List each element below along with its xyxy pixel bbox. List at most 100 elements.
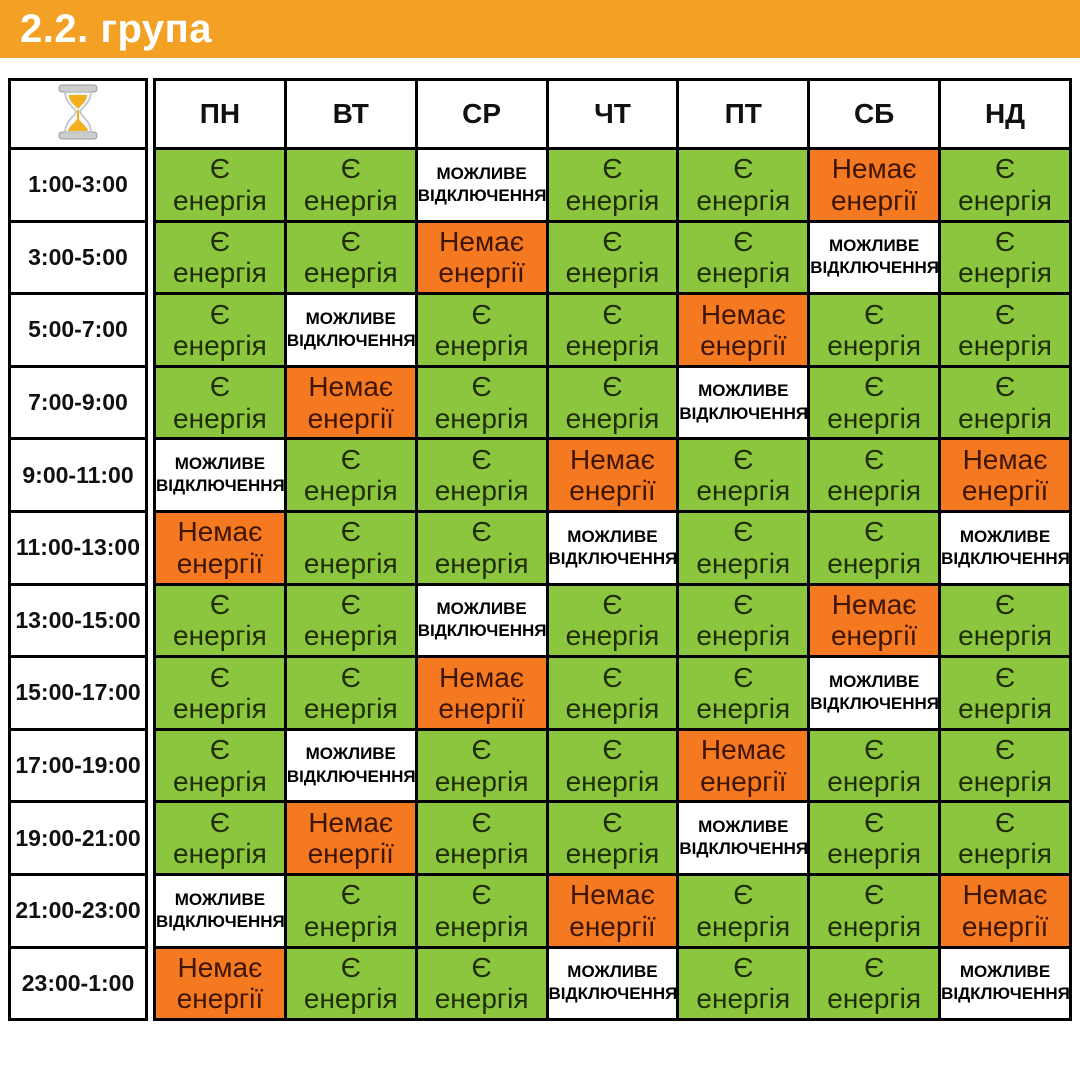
schedule-cell-on: Є енергія — [545, 727, 680, 804]
schedule-cell-on: Є енергія — [153, 727, 287, 804]
schedule-cell-maybe: МОЖЛИВЕ ВІДКЛЮЧЕННЯ — [153, 872, 287, 949]
schedule-cell-maybe: МОЖЛИВЕ ВІДКЛЮЧЕННЯ — [807, 655, 942, 731]
schedule-cell-on: Є енергія — [676, 147, 811, 223]
time-label: 17:00-19:00 — [8, 727, 148, 804]
day-header-mon: ПН — [153, 78, 287, 150]
schedule-cell-on: Є енергія — [545, 364, 680, 441]
time-label: 7:00-9:00 — [8, 364, 148, 441]
schedule-cell-on: Є енергія — [676, 509, 811, 586]
schedule-cell-on: Є енергія — [414, 292, 549, 368]
table-row: 17:00-19:00 Є енергія МОЖЛИВЕ ВІДКЛЮЧЕННЯ Є… — [8, 727, 1072, 804]
table-row: 9:00-11:00 МОЖЛИВЕ ВІДКЛЮЧЕННЯ Є енергія Є … — [8, 437, 1072, 513]
day-header-thu: ЧТ — [545, 78, 680, 150]
schedule-cell-on: Є енергія — [283, 582, 418, 659]
schedule-cell-on: Є енергія — [283, 437, 418, 513]
schedule-cell-on: Є енергія — [938, 655, 1072, 731]
schedule-cell-on: Є енергія — [153, 219, 287, 296]
schedule-cell-maybe: МОЖЛИВЕ ВІДКЛЮЧЕННЯ — [807, 219, 942, 296]
schedule-cell-on: Є енергія — [283, 872, 418, 949]
column-gap — [145, 656, 156, 730]
time-label: 23:00-1:00 — [8, 945, 148, 1022]
column-gap — [145, 584, 156, 657]
page-title: 2.2. група — [20, 6, 213, 51]
day-header-wed: СР — [414, 78, 549, 150]
schedule-cell-on: Є енергія — [676, 437, 811, 513]
table-row: 3:00-5:00 Є енергія Є енергія Немає енергії… — [8, 219, 1072, 296]
schedule-cell-on: Є енергія — [153, 364, 287, 441]
day-header-sat: СБ — [807, 78, 942, 150]
schedule-cell-on: Є енергія — [153, 292, 287, 368]
schedule-cell-on: Є енергія — [283, 219, 418, 296]
corner-cell — [8, 78, 148, 150]
schedule-cell-off: Немає енергії — [938, 872, 1072, 949]
schedule-cell-off: Немає енергії — [153, 509, 287, 586]
column-gap — [145, 366, 156, 439]
schedule-cell-on: Є енергія — [807, 437, 942, 513]
schedule-cell-on: Є енергія — [414, 945, 549, 1022]
schedule-cell-on: Є енергія — [153, 800, 287, 876]
time-label: 11:00-13:00 — [8, 509, 148, 586]
time-label: 21:00-23:00 — [8, 872, 148, 949]
hourglass-icon — [58, 84, 98, 139]
schedule-cell-on: Є енергія — [414, 437, 549, 513]
schedule-cell-on: Є енергія — [676, 655, 811, 731]
schedule-cell-on: Є енергія — [414, 364, 549, 441]
time-label: 13:00-15:00 — [8, 582, 148, 659]
schedule-cell-on: Є енергія — [938, 800, 1072, 876]
schedule-cell-on: Є енергія — [807, 872, 942, 949]
schedule-table: ПН ВТ СР ЧТ ПТ СБ НД 1:00-3:00 Є енергія Є… — [8, 78, 1072, 1022]
schedule-cell-on: Є енергія — [414, 872, 549, 949]
schedule-cell-maybe: МОЖЛИВЕ ВІДКЛЮЧЕННЯ — [414, 147, 549, 223]
schedule-cell-maybe: МОЖЛИВЕ ВІДКЛЮЧЕННЯ — [283, 292, 418, 368]
column-gap — [145, 79, 156, 149]
schedule-cell-on: Є енергія — [807, 509, 942, 586]
schedule-cell-on: Є енергія — [545, 655, 680, 731]
schedule-cell-off: Немає енергії — [938, 437, 1072, 513]
schedule-cell-off: Немає енергії — [153, 945, 287, 1022]
table-row: 19:00-21:00 Є енергія Немає енергії Є енерг… — [8, 800, 1072, 876]
schedule-cell-on: Є енергія — [938, 219, 1072, 296]
schedule-cell-on: Є енергія — [283, 655, 418, 731]
column-gap — [145, 874, 156, 948]
schedule-cell-on: Є енергія — [807, 364, 942, 441]
header-row: ПН ВТ СР ЧТ ПТ СБ НД — [8, 78, 1072, 150]
time-label: 19:00-21:00 — [8, 800, 148, 876]
table-row: 13:00-15:00 Є енергія Є енергія МОЖЛИВЕ ВІД… — [8, 582, 1072, 659]
schedule-cell-on: Є енергія — [676, 872, 811, 949]
schedule-cell-off: Немає енергії — [414, 219, 549, 296]
schedule-cell-on: Є енергія — [938, 582, 1072, 659]
column-gap — [145, 511, 156, 585]
schedule-cell-on: Є енергія — [545, 292, 680, 368]
day-header-tue: ВТ — [283, 78, 418, 150]
schedule-cell-on: Є енергія — [807, 727, 942, 804]
schedule-cell-on: Є енергія — [153, 147, 287, 223]
table-row: 5:00-7:00 Є енергія МОЖЛИВЕ ВІДКЛЮЧЕННЯ Є е… — [8, 292, 1072, 368]
schedule-cell-on: Є енергія — [283, 509, 418, 586]
time-label: 15:00-17:00 — [8, 655, 148, 731]
schedule-cell-on: Є енергія — [414, 509, 549, 586]
schedule-body: 1:00-3:00 Є енергія Є енергія МОЖЛИВЕ ВІДКЛ… — [8, 147, 1072, 1022]
schedule-cell-on: Є енергія — [676, 582, 811, 659]
schedule-cell-on: Є енергія — [153, 582, 287, 659]
schedule-cell-off: Немає енергії — [807, 147, 942, 223]
column-gap — [145, 947, 156, 1020]
schedule-cell-on: Є енергія — [414, 800, 549, 876]
schedule-cell-on: Є енергія — [807, 292, 942, 368]
schedule-cell-on: Є енергія — [938, 292, 1072, 368]
schedule-cell-on: Є енергія — [283, 945, 418, 1022]
schedule-cell-on: Є енергія — [676, 219, 811, 296]
schedule-cell-on: Є енергія — [414, 727, 549, 804]
table-row: 1:00-3:00 Є енергія Є енергія МОЖЛИВЕ ВІДКЛ… — [8, 147, 1072, 223]
schedule-cell-maybe: МОЖЛИВЕ ВІДКЛЮЧЕННЯ — [676, 364, 811, 441]
schedule-cell-on: Є енергія — [153, 655, 287, 731]
schedule-cell-on: Є енергія — [807, 945, 942, 1022]
schedule-cell-maybe: МОЖЛИВЕ ВІДКЛЮЧЕННЯ — [153, 437, 287, 513]
table-row: 7:00-9:00 Є енергія Немає енергії Є енергія… — [8, 364, 1072, 441]
schedule-cell-off: Немає енергії — [676, 727, 811, 804]
schedule-cell-off: Немає енергії — [283, 800, 418, 876]
column-gap — [145, 729, 156, 802]
table-row: 11:00-13:00 Немає енергії Є енергія Є енерг… — [8, 509, 1072, 586]
schedule-cell-maybe: МОЖЛИВЕ ВІДКЛЮЧЕННЯ — [545, 509, 680, 586]
schedule-cell-on: Є енергія — [938, 147, 1072, 223]
day-header-sun: НД — [938, 78, 1072, 150]
